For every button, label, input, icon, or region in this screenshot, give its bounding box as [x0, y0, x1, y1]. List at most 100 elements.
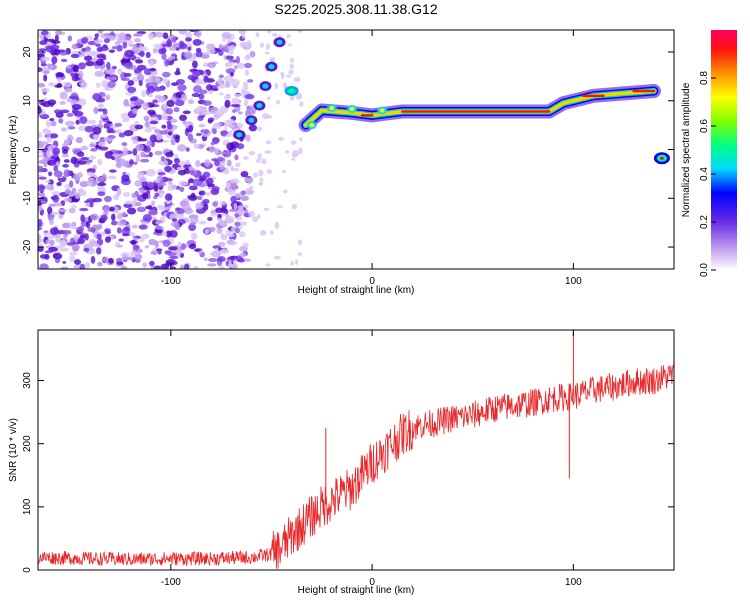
noise-speckle: [242, 242, 249, 248]
noise-speckle: [265, 140, 272, 145]
noise-speckle: [123, 129, 134, 137]
noise-speckle: [134, 33, 144, 37]
noise-speckle: [187, 46, 192, 51]
noise-speckle: [80, 157, 90, 161]
noise-speckle: [40, 62, 47, 67]
noise-speckle: [147, 85, 155, 94]
noise-speckle: [135, 59, 144, 64]
noise-speckle: [188, 124, 194, 133]
x-tick-label: 100: [565, 577, 582, 588]
noise-speckle: [42, 66, 49, 71]
noise-speckle: [70, 72, 80, 78]
noise-speckle: [39, 254, 49, 259]
noise-speckle: [203, 257, 208, 262]
noise-speckle: [227, 49, 234, 55]
noise-speckle: [97, 191, 106, 197]
noise-speckle: [189, 169, 196, 176]
noise-speckle: [83, 247, 90, 252]
noise-speckle: [96, 247, 102, 255]
noise-speckle: [173, 106, 180, 113]
noise-speckle: [68, 222, 77, 230]
noise-speckle: [84, 55, 93, 62]
noise-speckle: [135, 253, 143, 260]
noise-speckle: [195, 132, 202, 137]
noise-speckle: [148, 126, 157, 130]
noise-speckle: [297, 30, 303, 33]
noise-speckle: [120, 265, 128, 269]
noise-speckle: [64, 120, 75, 127]
noise-speckle: [122, 191, 131, 197]
noise-speckle: [95, 82, 101, 88]
noise-speckle: [265, 43, 270, 51]
noise-speckle: [209, 252, 218, 256]
noise-speckle: [80, 81, 88, 89]
noise-speckle: [55, 72, 64, 78]
noise-speckle: [85, 60, 95, 67]
noise-speckle: [111, 213, 116, 221]
noise-speckle: [167, 258, 176, 263]
noise-speckle: [52, 194, 60, 203]
noise-speckle: [216, 228, 223, 234]
spectrogram-y-label: Frequency (Hz): [8, 116, 19, 185]
noise-speckle: [228, 130, 233, 136]
noise-speckle: [174, 99, 185, 107]
y-tick-label: 300: [22, 372, 33, 389]
noise-speckle: [99, 46, 109, 52]
noise-speckle: [96, 58, 104, 66]
noise-speckle: [42, 129, 52, 134]
noise-speckle: [269, 56, 276, 63]
noise-speckle: [109, 206, 115, 212]
noise-speckle: [195, 202, 203, 210]
noise-speckle: [121, 175, 129, 180]
noise-speckle: [150, 250, 158, 255]
noise-speckle: [234, 192, 242, 199]
noise-speckle: [195, 160, 201, 168]
noise-speckle: [148, 151, 153, 158]
noise-speckle: [236, 62, 245, 69]
noise-speckle: [84, 262, 91, 269]
noise-speckle: [217, 256, 226, 262]
noise-speckle: [118, 132, 126, 138]
ridge-blob-core: [287, 88, 296, 94]
noise-speckle: [97, 182, 107, 187]
noise-speckle: [88, 238, 97, 247]
noise-speckle: [192, 60, 198, 69]
noise-speckle: [246, 134, 251, 142]
noise-speckle: [223, 95, 231, 100]
noise-speckle: [89, 155, 96, 160]
noise-speckle: [220, 233, 225, 240]
noise-speckle: [154, 77, 161, 82]
noise-speckle: [69, 251, 78, 256]
noise-speckle: [142, 262, 148, 268]
noise-speckle: [248, 150, 256, 156]
noise-speckle: [290, 140, 297, 145]
noise-speckle: [185, 159, 191, 165]
noise-speckle: [158, 159, 169, 166]
noise-speckle: [286, 34, 292, 38]
noise-speckle: [219, 83, 226, 89]
noise-speckle: [286, 74, 292, 78]
noise-speckle: [177, 169, 187, 176]
noise-speckle: [169, 230, 178, 238]
noise-speckle: [57, 77, 62, 83]
noise-speckle: [171, 218, 178, 222]
noise-speckle: [120, 252, 131, 258]
noise-speckle: [51, 56, 58, 65]
noise-speckle: [244, 69, 249, 76]
noise-speckle: [43, 161, 48, 168]
noise-speckle: [108, 49, 116, 53]
noise-speckle: [117, 68, 123, 75]
noise-speckle: [104, 230, 112, 235]
noise-speckle: [213, 122, 223, 127]
noise-speckle: [218, 241, 226, 247]
noise-speckle: [198, 124, 206, 128]
noise-speckle: [239, 30, 246, 35]
noise-speckle: [103, 211, 109, 216]
ridge-blob-core: [309, 123, 315, 128]
noise-speckle: [139, 158, 150, 163]
noise-speckle: [38, 205, 43, 212]
noise-speckle: [189, 221, 196, 226]
noise-speckle: [157, 181, 167, 187]
noise-speckle: [164, 193, 173, 201]
noise-speckle: [191, 92, 201, 98]
